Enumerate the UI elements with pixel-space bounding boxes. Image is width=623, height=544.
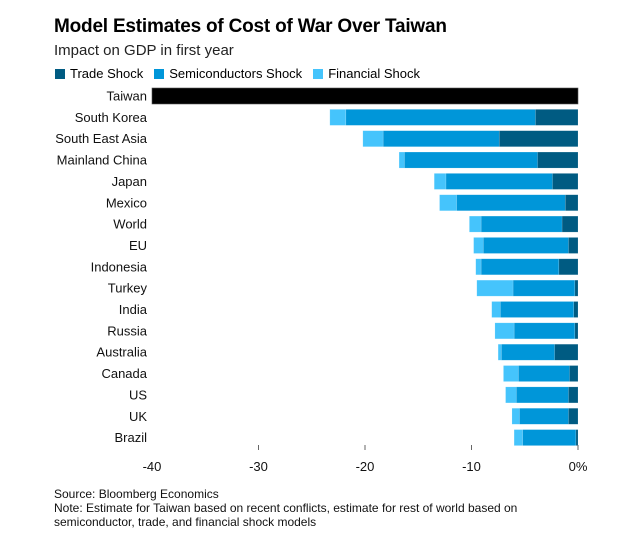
bar-mainland-china-semiconductors-shock [404, 151, 538, 169]
bar-japan-semiconductors-shock [445, 173, 553, 190]
category-label-russia: Russia [107, 323, 148, 338]
category-label-mainland-china: Mainland China [57, 153, 148, 168]
bar-japan-trade-shock [552, 173, 579, 190]
x-tick-label: 0% [569, 459, 588, 474]
legend-label-semiconductors: Semiconductors Shock [169, 66, 303, 81]
bar-world-semiconductors-shock [480, 215, 563, 233]
bar-russia-semiconductors-shock [513, 322, 576, 340]
legend-label-trade: Trade Shock [70, 66, 144, 81]
x-tick-label: -10 [462, 459, 481, 474]
bar-russia-financial-shock [494, 322, 515, 340]
bar-south-korea-semiconductors-shock [345, 109, 536, 126]
category-label-brazil: Brazil [114, 430, 147, 445]
bar-japan-financial-shock [433, 173, 447, 190]
bar-canada-trade-shock [569, 365, 579, 382]
bar-australia-trade-shock [554, 343, 579, 361]
bar-south-korea-financial-shock [329, 109, 347, 126]
bar-mexico-semiconductors-shock [456, 194, 566, 211]
legend-item-financial: Financial Shock [313, 66, 420, 81]
bar-taiwan-total [151, 87, 579, 105]
legend-label-financial: Financial Shock [328, 66, 420, 81]
bar-canada-financial-shock [503, 365, 519, 382]
bar-turkey-semiconductors-shock [512, 279, 576, 297]
category-label-australia: Australia [96, 345, 147, 360]
bar-brazil-financial-shock [513, 429, 523, 446]
category-label-turkey: Turkey [108, 281, 148, 296]
bar-mainland-china-financial-shock [398, 151, 405, 169]
category-label-us: US [129, 387, 147, 402]
chart-title: Model Estimates of Cost of War Over Taiw… [54, 16, 447, 37]
x-tick-label: -20 [356, 459, 375, 474]
bar-india-financial-shock [491, 301, 501, 318]
bar-mexico-trade-shock [564, 194, 579, 211]
source-text: Source: Bloomberg Economics [54, 487, 219, 501]
bar-brazil-trade-shock [575, 429, 579, 446]
category-label-japan: Japan [112, 174, 147, 189]
bar-uk-semiconductors-shock [519, 408, 569, 425]
legend-swatch-semiconductors [154, 68, 165, 79]
category-label-taiwan: Taiwan [107, 89, 147, 104]
category-label-world: World [113, 217, 147, 232]
category-label-canada: Canada [101, 366, 147, 381]
category-label-south-korea: South Korea [75, 110, 148, 125]
bar-mainland-china-trade-shock [537, 151, 579, 169]
bar-turkey-financial-shock [476, 279, 514, 297]
bar-us-financial-shock [505, 386, 517, 404]
legend: Trade Shock Semiconductors Shock Financi… [55, 66, 431, 81]
bar-brazil-semiconductors-shock [522, 429, 577, 446]
bar-eu-financial-shock [473, 237, 484, 254]
legend-item-trade: Trade Shock [55, 66, 143, 81]
legend-swatch-trade [55, 68, 65, 79]
category-label-uk: UK [129, 409, 147, 424]
bar-world-trade-shock [561, 215, 579, 233]
bar-indonesia-financial-shock [475, 258, 482, 276]
bar-indonesia-trade-shock [558, 258, 579, 276]
bar-canada-semiconductors-shock [518, 365, 570, 382]
bar-india-trade-shock [573, 301, 579, 318]
category-label-india: India [119, 302, 148, 317]
bar-us-trade-shock [568, 386, 579, 404]
bar-russia-trade-shock [574, 322, 579, 340]
bar-uk-trade-shock [568, 408, 579, 425]
bar-turkey-trade-shock [574, 279, 579, 297]
bar-australia-semiconductors-shock [501, 343, 555, 361]
legend-swatch-financial [313, 68, 324, 79]
bar-eu-semiconductors-shock [482, 237, 569, 254]
bar-uk-financial-shock [511, 408, 520, 425]
x-tick-label: -40 [143, 459, 162, 474]
x-tick-label: -30 [249, 459, 268, 474]
bar-mexico-financial-shock [439, 194, 457, 211]
bar-india-semiconductors-shock [500, 301, 574, 318]
legend-item-semiconductors: Semiconductors Shock [154, 66, 302, 81]
bar-australia-financial-shock [497, 343, 502, 361]
note-text: Note: Estimate for Taiwan based on recen… [54, 501, 518, 529]
bar-south-east-asia-semiconductors-shock [382, 130, 500, 147]
bar-south-korea-trade-shock [535, 109, 579, 126]
chart-footer: Source: Bloomberg Economics Note: Estima… [54, 487, 574, 529]
chart-subtitle: Impact on GDP in first year [54, 42, 234, 59]
category-label-indonesia: Indonesia [91, 259, 148, 274]
bar-indonesia-semiconductors-shock [480, 258, 560, 276]
bar-world-financial-shock [469, 215, 482, 233]
category-label-south-east-asia: South East Asia [55, 131, 148, 146]
bar-eu-trade-shock [568, 237, 579, 254]
bar-south-east-asia-trade-shock [498, 130, 579, 147]
bar-south-east-asia-financial-shock [362, 130, 384, 147]
bar-us-semiconductors-shock [515, 386, 569, 404]
category-label-eu: EU [129, 238, 147, 253]
category-label-mexico: Mexico [106, 195, 147, 210]
